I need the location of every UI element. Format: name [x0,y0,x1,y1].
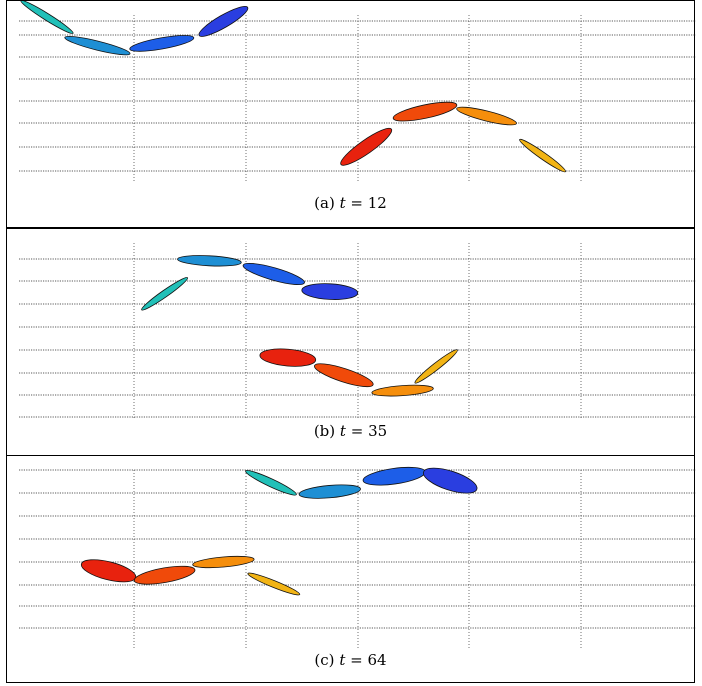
ellipse-6 [314,363,374,388]
panel-c-caption: (c) t = 64 [314,651,387,669]
ellipse-5 [80,559,137,583]
ellipse-8 [414,349,458,384]
ellipse-5 [340,127,393,166]
panel-a: (a) t = 12 [6,0,696,228]
panel-b-plot [19,243,696,419]
ellipse-4 [198,6,249,37]
panel-b-caption: (b) t = 35 [313,422,388,440]
ellipse-3 [129,35,195,52]
ellipse-3 [362,466,426,486]
ellipse-8 [519,138,567,173]
ellipse-3 [242,262,305,286]
ellipse-1 [20,1,74,34]
ellipse-2 [298,484,361,499]
panel-a-plot [19,1,696,183]
ellipse-6 [392,101,458,122]
ellipse-1 [141,277,189,311]
ellipse-7 [456,106,517,126]
ellipse-6 [133,565,196,585]
panel-c: (c) t = 64 [6,455,696,683]
panel-b: (b) t = 35 [6,228,696,456]
panel-a-caption: (a) t = 12 [314,194,387,212]
ellipse-4 [301,283,359,300]
ellipse-5 [259,348,317,367]
ellipse-4 [423,467,478,494]
ellipse-2 [64,35,131,56]
panel-c-plot [19,466,696,648]
ellipse-1 [245,470,297,496]
ellipse-2 [177,255,242,267]
ellipse-8 [247,572,301,596]
ellipse-7 [192,555,255,569]
ellipse-7 [371,384,434,397]
